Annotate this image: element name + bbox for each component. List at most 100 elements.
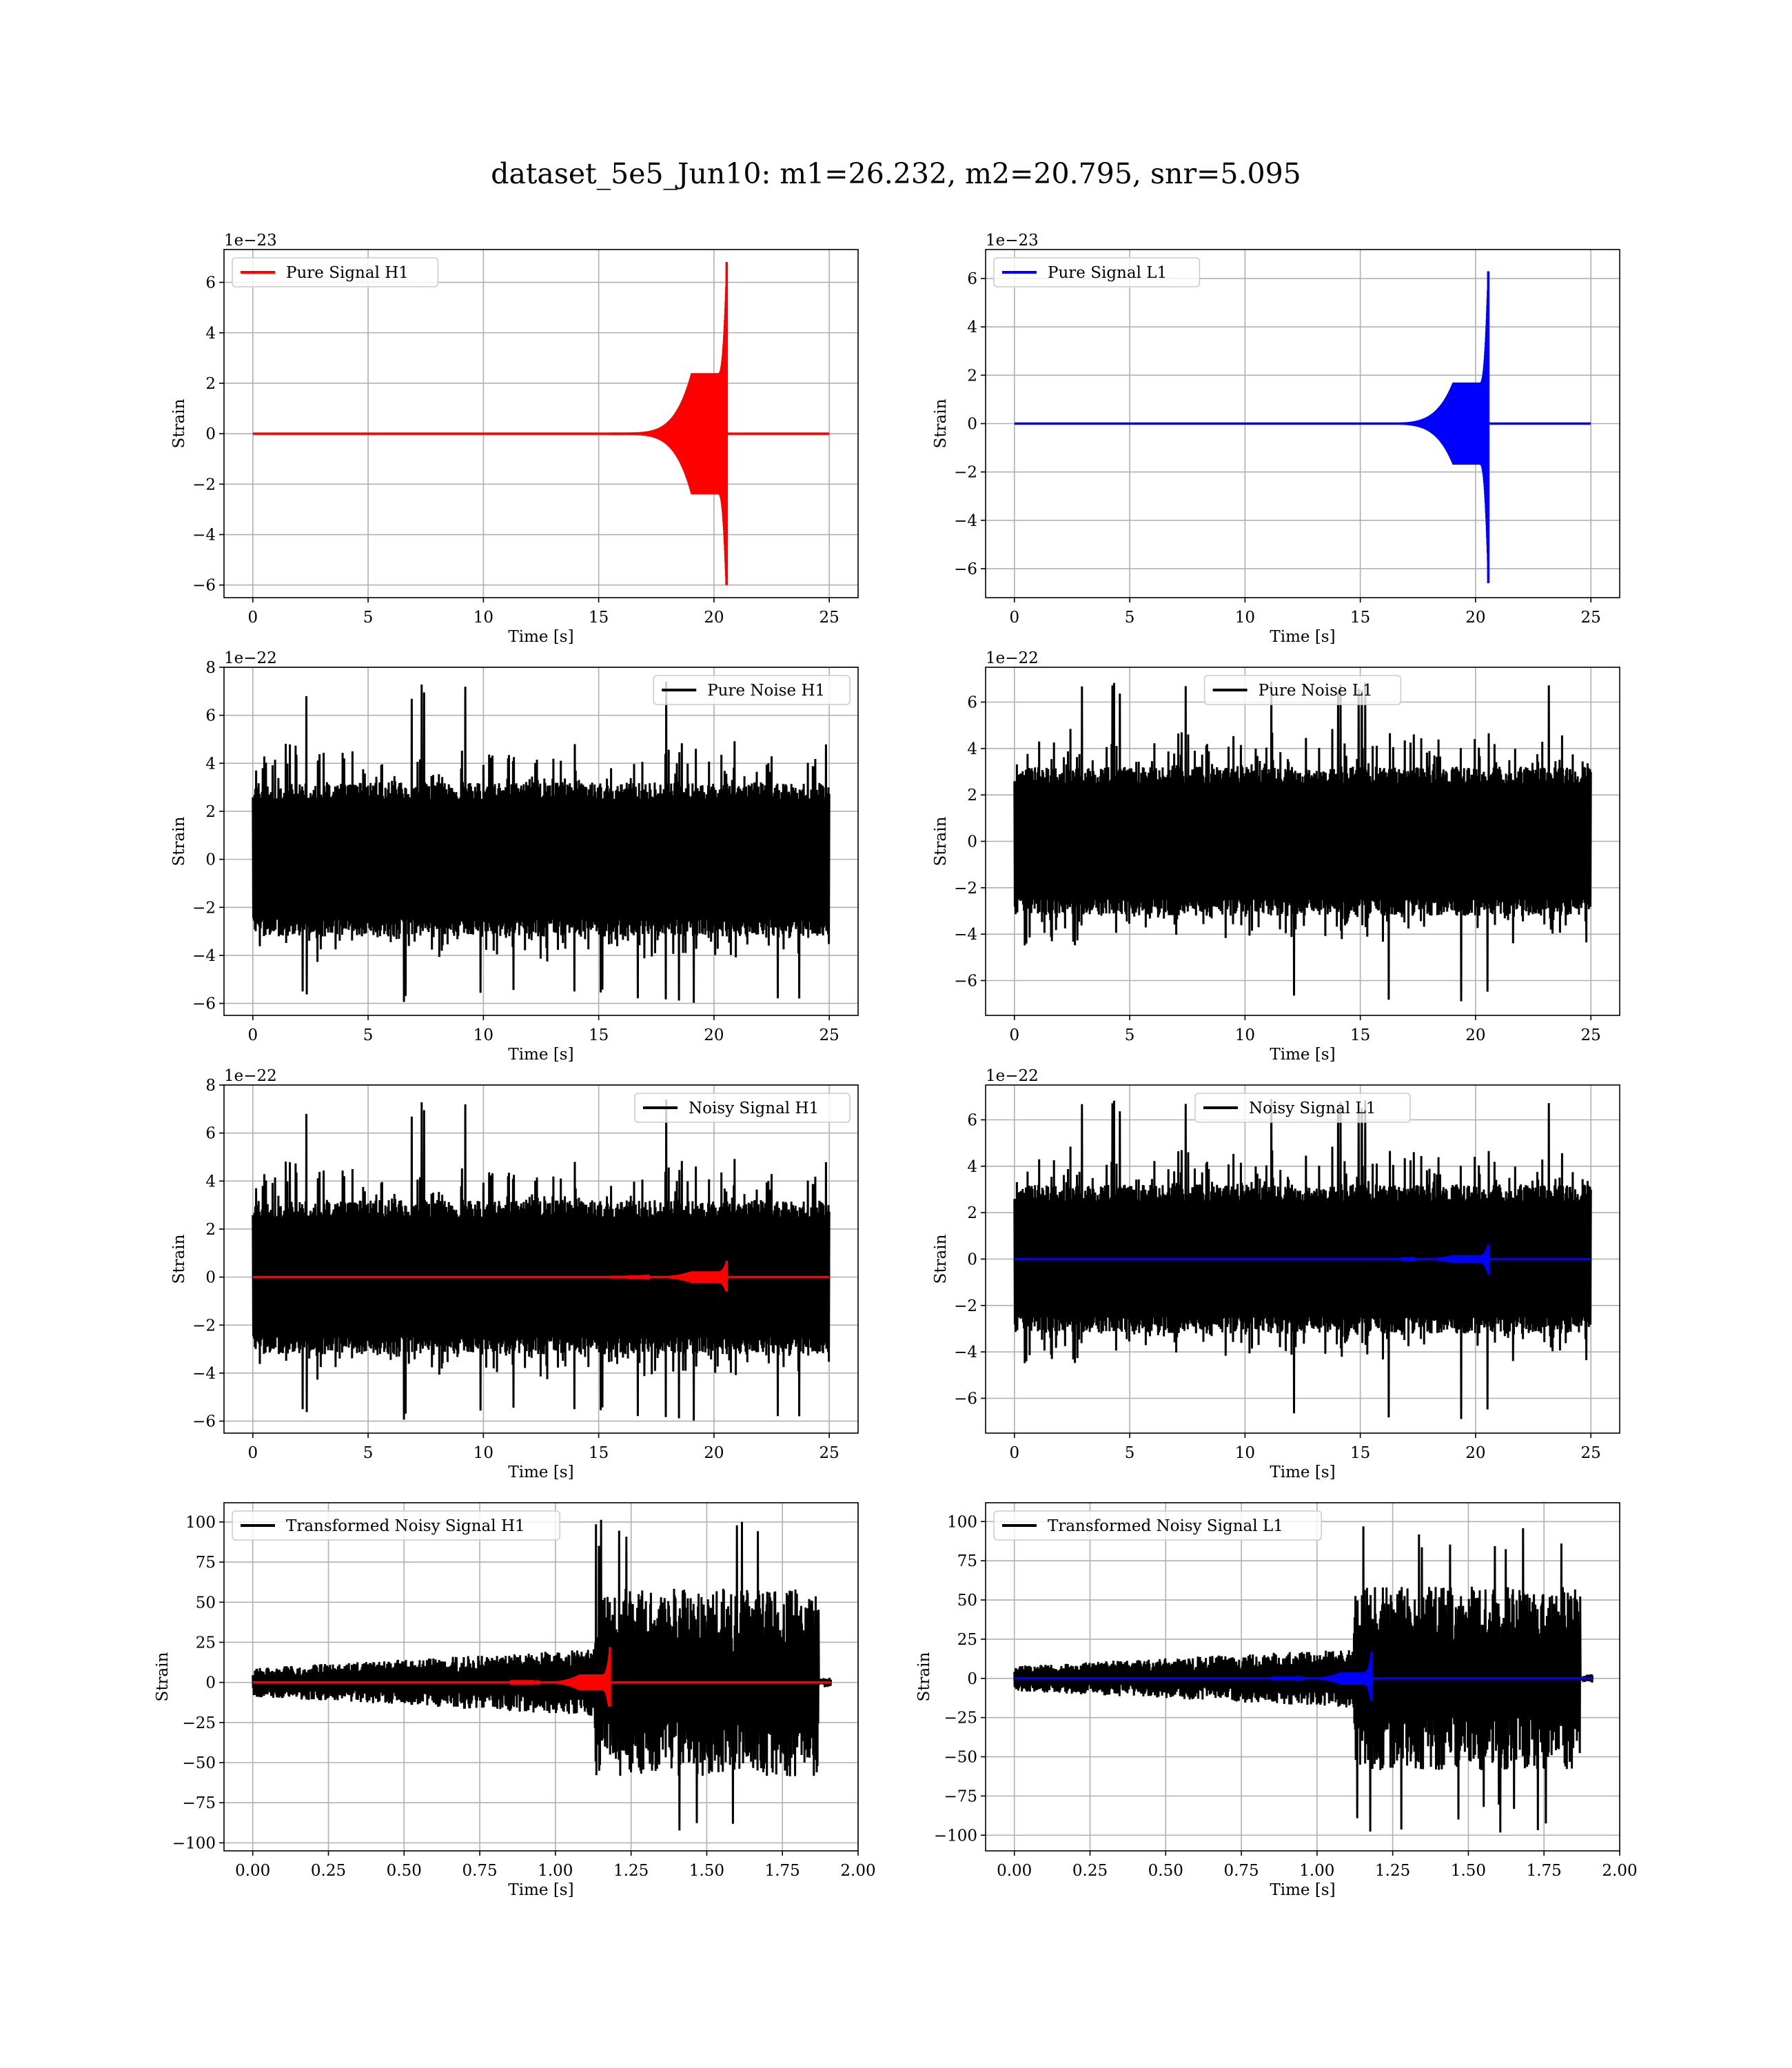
chart-transformed-noisy-signal-l1-axes-frame — [985, 1502, 1620, 1852]
x-tick-label: 20 — [704, 1444, 724, 1462]
x-tick-label: 0.25 — [311, 1862, 346, 1880]
y-tick-label: 2 — [967, 1204, 977, 1222]
chart-pure-signal-l1-offset-text: 1e−23 — [986, 232, 1039, 250]
chart-noisy-signal-l1: 0 5 10 15 20 25 −6 −4 −2 0 2 4 6 Time [s] Strain 1e−22 N… — [932, 1067, 1620, 1481]
y-tick-label: 4 — [205, 755, 216, 773]
chart-transformed-noisy-signal-h1-axes-frame — [223, 1502, 859, 1852]
chart-pure-signal-l1: 0 5 10 15 20 25 −6 −4 −2 0 2 4 6 Time [s] Strain 1e−23 P… — [932, 232, 1620, 646]
chart-pure-noise-h1-ylabel: Strain — [170, 816, 188, 866]
y-tick-label: 4 — [205, 325, 216, 343]
y-tick-label: 0 — [967, 833, 977, 851]
y-tick-label: −6 — [954, 1390, 977, 1408]
x-tick-label: 20 — [704, 609, 724, 627]
y-tick-label: 4 — [967, 1158, 977, 1176]
chart-transformed-noisy-signal-h1-xlabel: Time [s] — [508, 1881, 573, 1899]
chart-pure-noise-h1-offset-text: 1e−22 — [224, 649, 277, 667]
x-tick-label: 0.25 — [1072, 1862, 1108, 1880]
y-tick-label: −100 — [172, 1834, 216, 1852]
y-tick-label: 4 — [205, 1173, 216, 1190]
chart-noisy-signal-h1-xlabel: Time [s] — [508, 1463, 573, 1481]
y-tick-label: 0 — [205, 425, 216, 443]
chart-noisy-signal-h1-legend: Noisy Signal H1 — [634, 1093, 851, 1123]
chart-transformed-noisy-signal-h1-ylabel: Strain — [154, 1652, 172, 1701]
y-tick-label: 8 — [205, 1077, 216, 1095]
x-tick-label: 0 — [247, 609, 258, 627]
x-tick-label: 1.25 — [613, 1862, 649, 1880]
x-tick-label: 10 — [1235, 1444, 1255, 1462]
legend-label: Transformed Noisy Signal H1 — [286, 1517, 525, 1535]
y-tick-label: 6 — [205, 707, 216, 725]
chart-transformed-noisy-signal-l1: 0.00 0.25 0.50 0.75 1.00 1.25 1.50 1.75 2.00 −100… — [915, 1502, 1638, 1899]
x-tick-label: 0 — [1009, 1444, 1019, 1462]
y-tick-label: 6 — [967, 694, 977, 712]
y-tick-label: −6 — [192, 1413, 216, 1431]
x-tick-label: 5 — [363, 1444, 374, 1462]
chart-transformed-noisy-signal-h1-plot-area — [252, 1519, 832, 1831]
chart-noisy-signal-l1-offset-text: 1e−22 — [986, 1067, 1039, 1085]
x-tick-label: 10 — [1235, 1026, 1255, 1044]
x-tick-label: 10 — [474, 1026, 493, 1044]
chart-pure-signal-h1-ylabel: Strain — [170, 398, 188, 448]
y-tick-label: −2 — [192, 476, 216, 494]
x-tick-label: 15 — [1350, 609, 1370, 627]
legend-frame — [993, 257, 1201, 287]
y-tick-label: 2 — [205, 1221, 216, 1239]
chart-pure-signal-h1-xlabel: Time [s] — [508, 628, 573, 646]
y-tick-label: −75 — [944, 1787, 977, 1805]
x-tick-label: 5 — [1125, 1026, 1135, 1044]
chart-transformed-noisy-signal-h1-legend: Transformed Noisy Signal H1 — [232, 1510, 561, 1541]
x-tick-label: 20 — [1465, 609, 1485, 627]
x-tick-label: 2.00 — [1602, 1862, 1637, 1880]
y-tick-label: 0 — [967, 1251, 977, 1269]
x-tick-label: 0.75 — [1223, 1862, 1259, 1880]
legend-frame — [232, 1510, 561, 1541]
chart-pure-noise-l1-xlabel: Time [s] — [1270, 1046, 1335, 1064]
x-tick-label: 1.25 — [1375, 1862, 1410, 1880]
x-tick-label: 0.75 — [462, 1862, 497, 1880]
chart-pure-noise-l1-ylabel: Strain — [932, 816, 950, 866]
y-tick-label: −50 — [944, 1749, 977, 1767]
x-tick-label: 25 — [819, 1026, 839, 1044]
y-tick-label: 4 — [967, 740, 977, 758]
chart-transformed-noisy-signal-l1-plot-area — [1013, 1526, 1594, 1833]
figure-title: dataset_5e5_Jun10: m1=26.232, m2=20.795,… — [491, 157, 1301, 190]
legend-frame — [1194, 1093, 1411, 1123]
x-tick-label: 25 — [819, 609, 839, 627]
x-tick-label: 15 — [1350, 1444, 1370, 1462]
y-tick-label: −25 — [944, 1710, 977, 1727]
chart-noisy-signal-l1-xlabel: Time [s] — [1270, 1463, 1335, 1481]
x-tick-label: 1.75 — [1527, 1862, 1562, 1880]
chart-noisy-signal-l1-plot-area — [1013, 1099, 1592, 1419]
y-tick-label: −100 — [934, 1827, 977, 1845]
chart-pure-signal-l1-xlabel: Time [s] — [1270, 628, 1335, 646]
x-tick-label: 0 — [1009, 1026, 1019, 1044]
y-tick-label: −4 — [954, 926, 977, 944]
y-tick-label: −50 — [182, 1754, 216, 1772]
x-tick-label: 2.00 — [840, 1862, 875, 1880]
chart-transformed-noisy-signal-l1-legend: Transformed Noisy Signal L1 — [993, 1510, 1323, 1541]
x-tick-label: 1.00 — [538, 1862, 573, 1880]
x-tick-label: 0 — [1009, 609, 1019, 627]
x-tick-label: 15 — [589, 1026, 609, 1044]
series-chirp — [609, 262, 728, 585]
legend-label: Pure Signal H1 — [286, 264, 409, 282]
x-tick-label: 15 — [1350, 1026, 1370, 1044]
x-tick-label: 15 — [589, 1444, 609, 1462]
chart-pure-noise-h1-axes-frame — [223, 667, 859, 1016]
x-tick-label: 15 — [589, 609, 609, 627]
chart-noisy-signal-l1-legend: Noisy Signal L1 — [1194, 1093, 1411, 1123]
chart-transformed-noisy-signal-l1-ylabel: Strain — [915, 1652, 933, 1701]
x-tick-label: 0.00 — [235, 1862, 270, 1880]
y-tick-label: 0 — [967, 1670, 977, 1688]
x-tick-label: 20 — [1465, 1026, 1485, 1044]
x-tick-label: 0.00 — [997, 1862, 1032, 1880]
y-tick-label: 75 — [196, 1554, 216, 1572]
y-tick-label: −4 — [192, 1365, 216, 1383]
series-whitened — [252, 1519, 832, 1831]
y-tick-label: 0 — [967, 416, 977, 434]
x-tick-label: 20 — [1465, 1444, 1485, 1462]
x-tick-label: 10 — [474, 1444, 493, 1462]
series-chirp — [1371, 271, 1489, 579]
chart-pure-noise-h1-plot-area — [252, 681, 831, 1003]
x-tick-label: 0 — [247, 1026, 258, 1044]
